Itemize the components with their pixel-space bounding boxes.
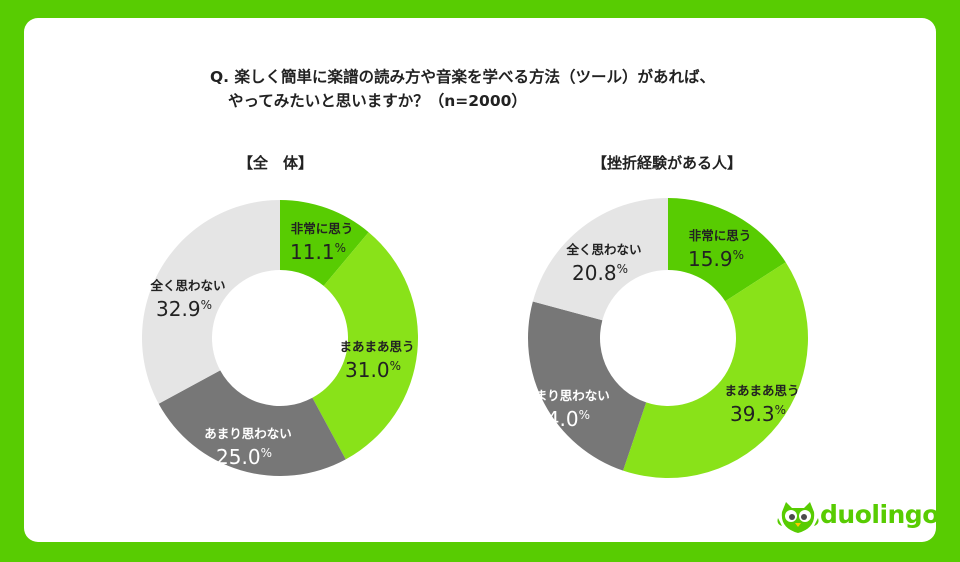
donut-1-label-2: あまり思わない [522, 388, 610, 403]
brand-name: duolingo [820, 500, 939, 529]
donut-0-slice-1 [312, 232, 418, 460]
donut-1-slice-0 [668, 198, 786, 302]
donut-1-slice-2 [528, 301, 647, 471]
donut-1-label-1: まあまあ思う [724, 383, 799, 398]
chart-title-setback: 【挫折経験がある人】 [592, 154, 743, 172]
question-line-1: Q. 楽しく簡単に楽譜の読み方や音楽を学べる方法（ツール）があれば、 [210, 68, 715, 86]
donut-0-label-0: 非常に思う [291, 221, 354, 236]
duolingo-logo: duolingo [776, 498, 939, 538]
donut-0-label-2: あまり思わない [204, 426, 292, 441]
donut-0-slice-3 [141, 200, 280, 404]
question-line-2: やってみたいと思いますか？（n=2000） [228, 92, 527, 110]
donut-1-slice-1 [623, 262, 809, 479]
donut-1-label-3: 全く思わない [565, 242, 641, 257]
donut-1-label-0: 非常に思う [689, 228, 752, 243]
donut-0-label-3: 全く思わない [149, 278, 225, 293]
donut-1-slice-3 [532, 198, 668, 321]
owl-mascot-icon [777, 502, 819, 533]
donut-0-slice-2 [158, 370, 346, 476]
donut-0-label-1: まあまあ思う [339, 339, 414, 354]
donut-0-slice-0 [280, 200, 369, 286]
chart-title-overall: 【全 体】 [238, 154, 314, 172]
